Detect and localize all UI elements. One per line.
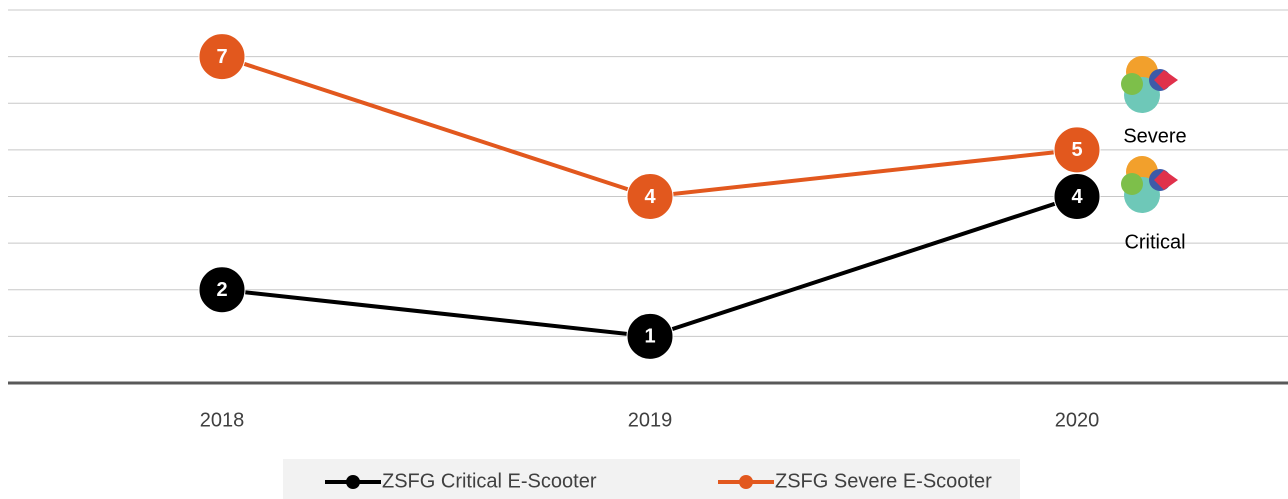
legend-marker xyxy=(346,475,360,489)
data-label: 2 xyxy=(216,279,227,301)
point-marker xyxy=(626,312,674,360)
data-label: 4 xyxy=(1071,186,1083,208)
data-label: 5 xyxy=(1071,139,1082,161)
point-marker xyxy=(198,33,246,81)
annotation: Severe xyxy=(1123,125,1186,147)
point-marker xyxy=(198,266,246,314)
point-marker xyxy=(1053,126,1101,174)
legend-box xyxy=(283,459,1020,499)
legend-label: ZSFG Severe E-Scooter xyxy=(775,470,992,492)
x-tick-label: 2020 xyxy=(1055,409,1100,431)
data-label: 1 xyxy=(644,326,655,348)
annotation: Critical xyxy=(1124,231,1185,253)
logo-critical xyxy=(1121,156,1178,213)
point-marker xyxy=(626,173,674,220)
logo-severe xyxy=(1121,56,1178,113)
legend-marker xyxy=(739,475,753,489)
x-tick-label: 2018 xyxy=(200,409,245,431)
point-marker xyxy=(1053,173,1101,220)
x-tick-label: 2019 xyxy=(628,409,673,431)
legend-label: ZSFG Critical E-Scooter xyxy=(382,470,597,492)
data-label: 4 xyxy=(644,186,656,208)
data-label: 7 xyxy=(216,46,227,68)
